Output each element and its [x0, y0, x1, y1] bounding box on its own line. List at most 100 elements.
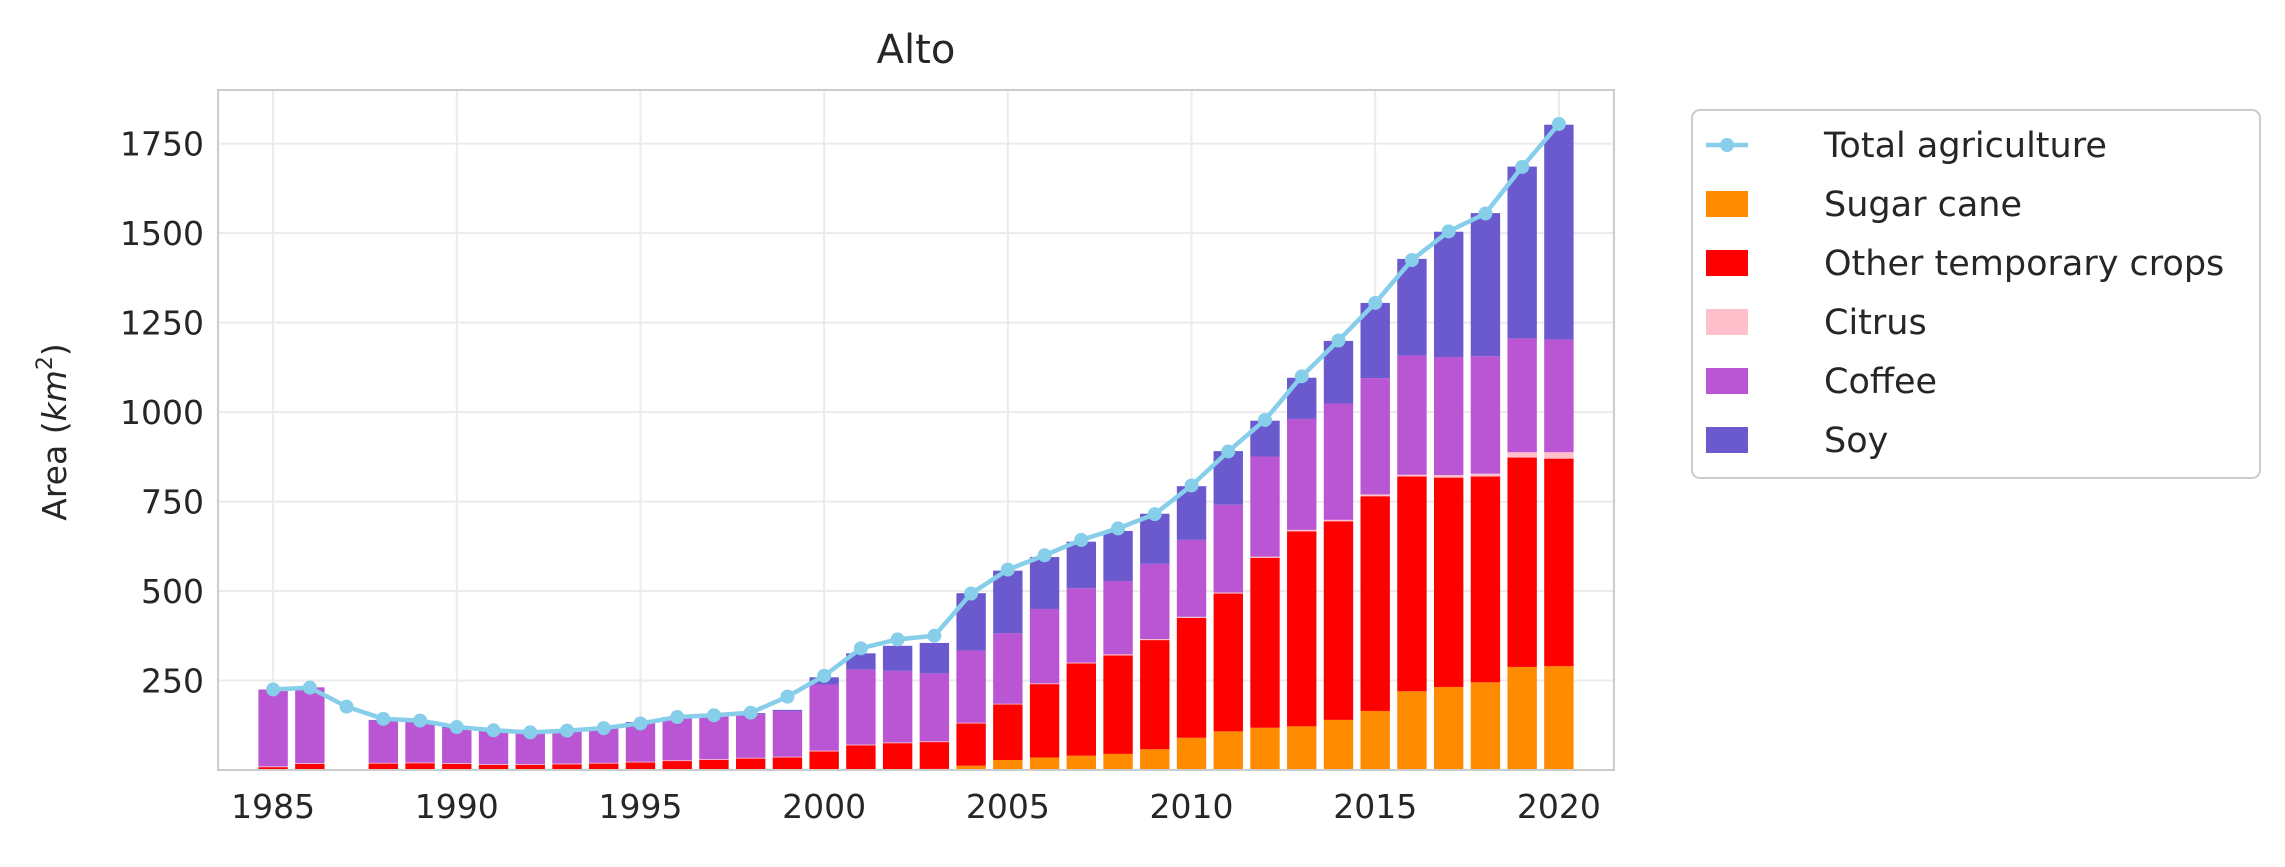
bar-citrus-2001 [846, 744, 876, 746]
bar-other-temporary-crops-1989 [405, 763, 435, 770]
bar-citrus-1999 [772, 756, 803, 758]
legend-frame [1691, 109, 2261, 479]
bar-sugar-cane-2008 [1103, 753, 1133, 770]
bar-citrus-1988 [368, 762, 399, 764]
bar-citrus-2020 [1544, 452, 1574, 459]
bar-citrus-1989 [405, 762, 435, 764]
total-agriculture-point-2020 [1551, 117, 1566, 131]
bar-coffee-1989 [405, 722, 435, 763]
bar-other-temporary-crops-2006 [1029, 684, 1060, 758]
bar-other-temporary-crops-1986 [295, 763, 325, 770]
bar-soy-2016 [1397, 258, 1427, 356]
bar-citrus-2003 [919, 741, 950, 743]
bar-other-temporary-crops-1994 [589, 763, 619, 770]
total-agriculture-point-2017 [1441, 224, 1456, 239]
total-agriculture-point-1986 [302, 680, 317, 695]
bar-other-temporary-crops-2015 [1360, 496, 1390, 711]
chart-title: Alto [877, 27, 956, 73]
bar-coffee-2018 [1470, 356, 1501, 474]
bar-coffee-2010 [1176, 539, 1207, 617]
bar-other-temporary-crops-2010 [1176, 617, 1207, 738]
y-axis-label-unit: km [35, 370, 74, 421]
y-axis-label-close: ) [35, 343, 74, 356]
y-tick-label: 1000 [120, 393, 204, 432]
bar-coffee-2000 [809, 684, 839, 751]
bar-coffee-2005 [993, 633, 1023, 704]
total-agriculture-point-2003 [927, 628, 942, 643]
total-agriculture-point-1989 [413, 713, 428, 728]
bar-coffee-2015 [1360, 378, 1390, 495]
total-agriculture-point-2006 [1037, 548, 1052, 563]
bar-citrus-1986 [295, 763, 325, 764]
bar-citrus-1991 [478, 764, 509, 765]
bar-soy-2019 [1507, 166, 1537, 339]
y-tick-label: 1250 [120, 304, 204, 343]
total-agriculture-point-2009 [1147, 507, 1162, 522]
bar-other-temporary-crops-1999 [772, 757, 803, 770]
bar-coffee-2003 [919, 673, 950, 742]
bar-soy-2018 [1470, 213, 1501, 357]
bar-citrus-2004 [956, 722, 986, 724]
total-agriculture-point-1987 [339, 699, 354, 714]
bar-citrus-2008 [1103, 654, 1133, 656]
x-tick-labels: 1985 1990 1995 2000 2005 2010 2015 2020 [231, 787, 1601, 826]
bar-other-temporary-crops-1988 [368, 763, 399, 770]
bar-other-temporary-crops-1992 [515, 764, 545, 770]
bar-citrus-1998 [735, 757, 766, 759]
x-tick-label: 2005 [966, 787, 1050, 826]
bar-other-temporary-crops-2018 [1470, 476, 1501, 683]
x-tick-label: 2015 [1333, 787, 1417, 826]
bar-other-temporary-crops-2012 [1250, 557, 1280, 728]
bar-other-temporary-crops-2005 [993, 704, 1023, 760]
bar-citrus-2017 [1433, 475, 1464, 478]
bar-citrus-2006 [1029, 683, 1060, 685]
bar-soy-2002 [882, 645, 913, 671]
total-agriculture-point-1993 [560, 723, 574, 738]
y-tick-labels: 250 500 750 1000 1250 1500 1750 [120, 125, 204, 701]
bar-other-temporary-crops-1998 [735, 758, 766, 770]
bar-coffee-2020 [1544, 339, 1574, 453]
bar-citrus-2007 [1066, 662, 1097, 664]
bar-citrus-1985 [258, 766, 288, 768]
bar-citrus-1992 [515, 764, 545, 765]
bar-soy-2009 [1140, 513, 1170, 564]
legend: Total agriculture Sugar cane Other tempora… [1691, 109, 2261, 479]
total-agriculture-point-1991 [486, 723, 501, 738]
y-axis-label-unit-exp: 2 [33, 356, 58, 370]
y-tick-label: 250 [141, 662, 204, 701]
total-agriculture-point-2013 [1294, 369, 1309, 384]
bar-sugar-cane-2012 [1250, 727, 1280, 770]
total-agriculture-point-1988 [376, 711, 391, 726]
total-agriculture-point-1996 [670, 710, 685, 725]
bars [258, 124, 1574, 770]
bar-other-temporary-crops-2008 [1103, 655, 1133, 754]
bar-coffee-2002 [882, 670, 913, 743]
total-agriculture-point-1998 [743, 705, 758, 720]
total-agriculture-point-2004 [964, 586, 979, 601]
bar-other-temporary-crops-2000 [809, 751, 839, 770]
bar-sugar-cane-2015 [1360, 710, 1390, 770]
bar-coffee-2008 [1103, 581, 1133, 655]
bar-citrus-1995 [625, 761, 656, 763]
bar-citrus-1990 [442, 763, 472, 764]
total-agriculture-point-1985 [266, 682, 281, 697]
bar-coffee-2017 [1433, 356, 1464, 476]
bar-citrus-2016 [1397, 474, 1427, 477]
bar-sugar-cane-2013 [1287, 726, 1317, 770]
bar-other-temporary-crops-1993 [552, 764, 582, 770]
bar-citrus-2015 [1360, 494, 1390, 497]
total-agriculture-point-2008 [1111, 521, 1126, 536]
bar-coffee-2009 [1140, 563, 1170, 640]
bar-citrus-2005 [993, 703, 1023, 705]
bar-sugar-cane-2019 [1507, 666, 1537, 770]
legend-label-citrus: Citrus [1824, 303, 1927, 343]
legend-swatch-soy [1706, 427, 1748, 453]
bar-coffee-2004 [956, 650, 986, 723]
bar-other-temporary-crops-2019 [1507, 457, 1537, 667]
bar-other-temporary-crops-2002 [882, 743, 913, 770]
bar-sugar-cane-2010 [1176, 737, 1207, 770]
y-tick-label: 1500 [120, 214, 204, 253]
bar-sugar-cane-2005 [993, 759, 1023, 770]
bar-coffee-2016 [1397, 355, 1427, 475]
